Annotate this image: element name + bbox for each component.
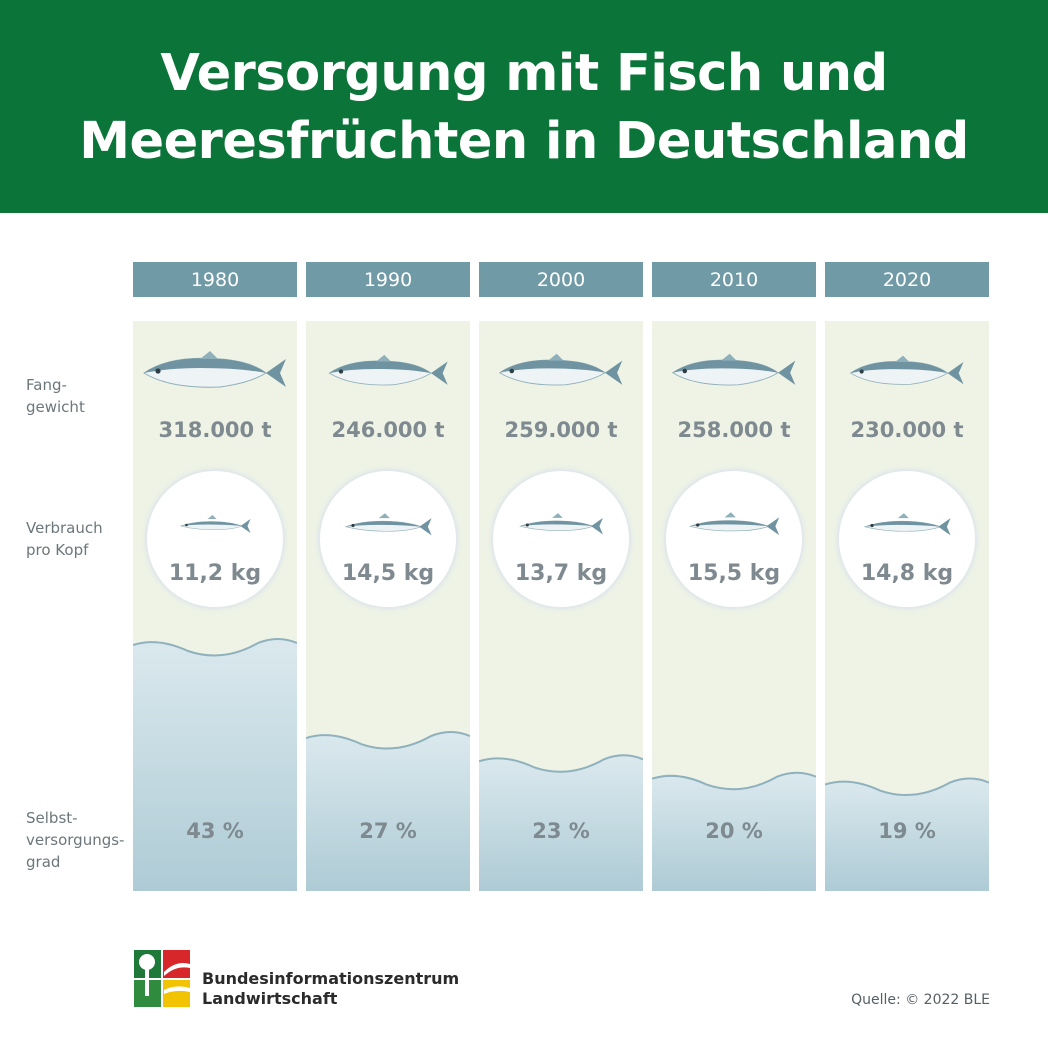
consumption-fish-icon xyxy=(863,513,951,536)
catch-value: 318.000 t xyxy=(158,418,272,442)
consumption-value: 14,8 kg xyxy=(860,561,954,586)
self-sufficiency-value: 19 % xyxy=(878,819,936,843)
column-1990: 246.000 t 14,5 kg 27 % xyxy=(306,321,470,891)
org-name: Bundesinformationszentrum Landwirtschaft xyxy=(202,969,460,1008)
ble-logo xyxy=(134,950,190,1007)
consumption-circle: 13,7 kg xyxy=(493,471,629,607)
self-sufficiency-value: 23 % xyxy=(532,819,590,843)
consumption-fish-icon xyxy=(179,515,251,533)
water-level-1980 xyxy=(133,638,297,891)
consumption-circle: 14,8 kg xyxy=(839,471,975,607)
water-level-1990 xyxy=(306,731,470,891)
consumption-value: 15,5 kg xyxy=(687,561,781,586)
year-tab-1980: 1980 xyxy=(133,262,297,297)
year-tab-2010: 2010 xyxy=(652,262,816,297)
column-2020: 230.000 t 14,8 kg 19 % xyxy=(825,321,989,891)
title-line-2: Meeresfrüchten in Deutschland xyxy=(79,112,969,171)
consumption-fish-icon xyxy=(689,512,780,536)
consumption-value: 14,5 kg xyxy=(341,561,435,586)
title-line-1: Versorgung mit Fisch und xyxy=(160,44,888,103)
year-tab-2020: 2020 xyxy=(825,262,989,297)
consumption-fish-icon xyxy=(344,513,432,536)
consumption-circle: 15,5 kg xyxy=(666,471,802,607)
column-1980: 318.000 t 11,2 kg 43 % xyxy=(133,321,297,891)
water-level-2010 xyxy=(652,771,816,891)
catch-fish-icon xyxy=(849,355,964,385)
catch-value: 230.000 t xyxy=(850,418,964,442)
water-level-2000 xyxy=(479,754,643,891)
self-sufficiency-value: 20 % xyxy=(705,819,763,843)
header-banner: Versorgung mit Fisch und Meeresfrüchten … xyxy=(0,0,1048,213)
year-tab-2000: 2000 xyxy=(479,262,643,297)
catch-value: 259.000 t xyxy=(504,418,618,442)
column-2000: 259.000 t 13,7 kg 23 % xyxy=(479,321,643,891)
water-level-2020 xyxy=(825,777,989,891)
consumption-circle: 11,2 kg xyxy=(147,471,283,607)
row-label-consumption: Verbrauch pro Kopf xyxy=(26,519,103,559)
row-label-catch: Fang- gewicht xyxy=(26,376,85,416)
year-tab-1990: 1990 xyxy=(306,262,470,297)
row-label-self-sufficiency: Selbst- versorgungs- grad xyxy=(26,809,125,871)
self-sufficiency-value: 27 % xyxy=(359,819,417,843)
consumption-circle: 14,5 kg xyxy=(320,471,456,607)
catch-fish-icon xyxy=(671,353,796,386)
consumption-fish-icon xyxy=(519,513,603,535)
catch-value: 246.000 t xyxy=(331,418,445,442)
self-sufficiency-value: 43 % xyxy=(186,819,244,843)
catch-fish-icon xyxy=(328,354,448,386)
source-note: Quelle: © 2022 BLE xyxy=(851,992,990,1008)
catch-fish-icon xyxy=(143,351,286,388)
column-2010: 258.000 t 15,5 kg 20 % xyxy=(652,321,816,891)
consumption-value: 13,7 kg xyxy=(514,561,608,586)
catch-value: 258.000 t xyxy=(677,418,791,442)
catch-fish-icon xyxy=(498,353,623,386)
consumption-value: 11,2 kg xyxy=(168,561,262,586)
